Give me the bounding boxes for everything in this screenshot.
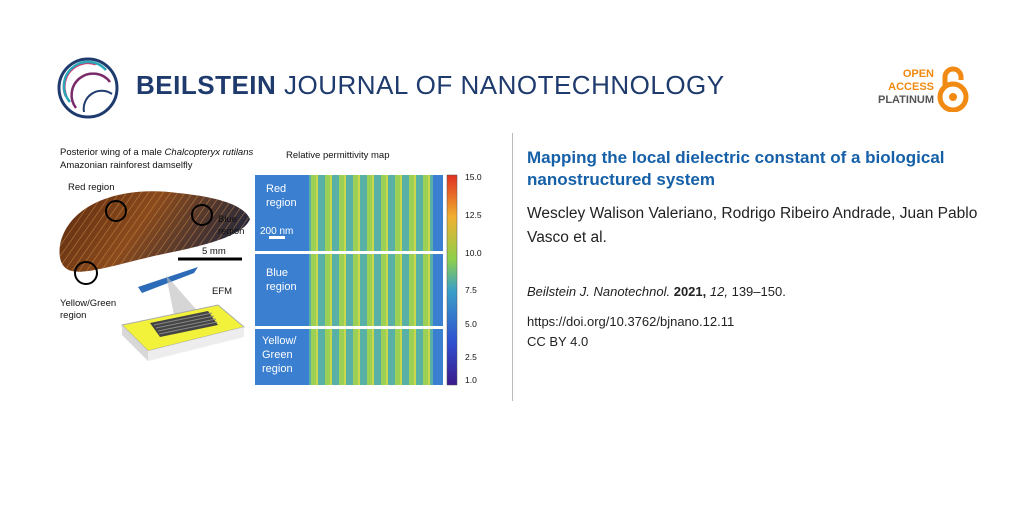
article-license: CC BY 4.0 bbox=[527, 334, 589, 349]
oa-open: OPEN bbox=[902, 68, 934, 80]
oa-access: ACCESS bbox=[888, 81, 934, 93]
citation-year: 2021, bbox=[673, 284, 707, 299]
article-citation: Beilstein J. Nanotechnol. 2021, 12, 139–… bbox=[527, 284, 786, 299]
label-blue-region: Blue region bbox=[218, 214, 245, 237]
permittivity-map bbox=[255, 174, 458, 386]
wing-caption-pre: Posterior wing of a male bbox=[60, 147, 165, 158]
colorbar-tick-2-5: 2.5 bbox=[465, 352, 477, 362]
wing-caption-post: Amazonian rainforest damselfly bbox=[60, 160, 193, 171]
oa-platinum: PLATINUM bbox=[877, 94, 934, 106]
open-access-label: OPEN ACCESS PLATINUM bbox=[842, 68, 934, 107]
colorbar bbox=[446, 174, 458, 386]
article-doi-link[interactable]: https://doi.org/10.3762/bjnano.12.11 bbox=[527, 314, 735, 329]
colorbar-tick-1: 1.0 bbox=[465, 375, 477, 385]
wing-illustration bbox=[59, 191, 250, 361]
journal-logo-icon bbox=[57, 57, 119, 119]
journal-title: BEILSTEIN JOURNAL OF NANOTECHNOLOGY bbox=[136, 70, 725, 101]
article-title: Mapping the local dielectric constant of… bbox=[527, 148, 945, 189]
citation-volume: 12, bbox=[709, 284, 728, 299]
citation-pages: 139–150. bbox=[731, 284, 786, 299]
colorbar-tick-12-5: 12.5 bbox=[465, 210, 482, 220]
label-scalebar: 5 mm bbox=[202, 246, 226, 257]
article-authors: Wescley Walison Valeriano, Rodrigo Ribei… bbox=[527, 205, 978, 246]
colorbar-tick-15: 15.0 bbox=[465, 172, 482, 182]
panel-label-yellow: Yellow/ Green region bbox=[262, 335, 297, 375]
panel-scalebar-label: 200 nm bbox=[260, 226, 294, 237]
red-region-marker bbox=[105, 200, 127, 222]
colorbar-tick-10: 10.0 bbox=[465, 248, 482, 258]
map-panel-red bbox=[255, 175, 443, 251]
wing-caption-species: Chalcopteryx rutilans bbox=[164, 147, 254, 158]
colorbar-tick-5: 5.0 bbox=[465, 319, 477, 329]
label-yellow-region: Yellow/Green region bbox=[60, 298, 117, 321]
map-title: Relative permittivity map bbox=[286, 150, 390, 161]
yellow-region-marker bbox=[74, 261, 98, 285]
wing-caption: Posterior wing of a male Chalcopteryx ru… bbox=[60, 146, 280, 172]
journal-title-bold: BEILSTEIN bbox=[136, 70, 277, 100]
label-efm: EFM bbox=[212, 286, 233, 297]
map-scalebar bbox=[269, 236, 285, 239]
citation-journal: Beilstein J. Nanotechnol. bbox=[527, 284, 671, 299]
panel-label-blue: Blue region bbox=[266, 267, 297, 293]
blue-region-marker bbox=[191, 204, 213, 226]
label-red-region: Red region bbox=[68, 182, 115, 193]
column-divider bbox=[512, 133, 513, 401]
journal-title-rest: JOURNAL OF NANOTECHNOLOGY bbox=[276, 70, 725, 100]
open-access-lock-icon bbox=[937, 66, 969, 112]
colorbar-tick-7-5: 7.5 bbox=[465, 285, 477, 295]
map-panel-yellow bbox=[255, 329, 443, 385]
map-panel-blue bbox=[255, 254, 443, 326]
panel-label-red: Red region bbox=[266, 183, 297, 209]
